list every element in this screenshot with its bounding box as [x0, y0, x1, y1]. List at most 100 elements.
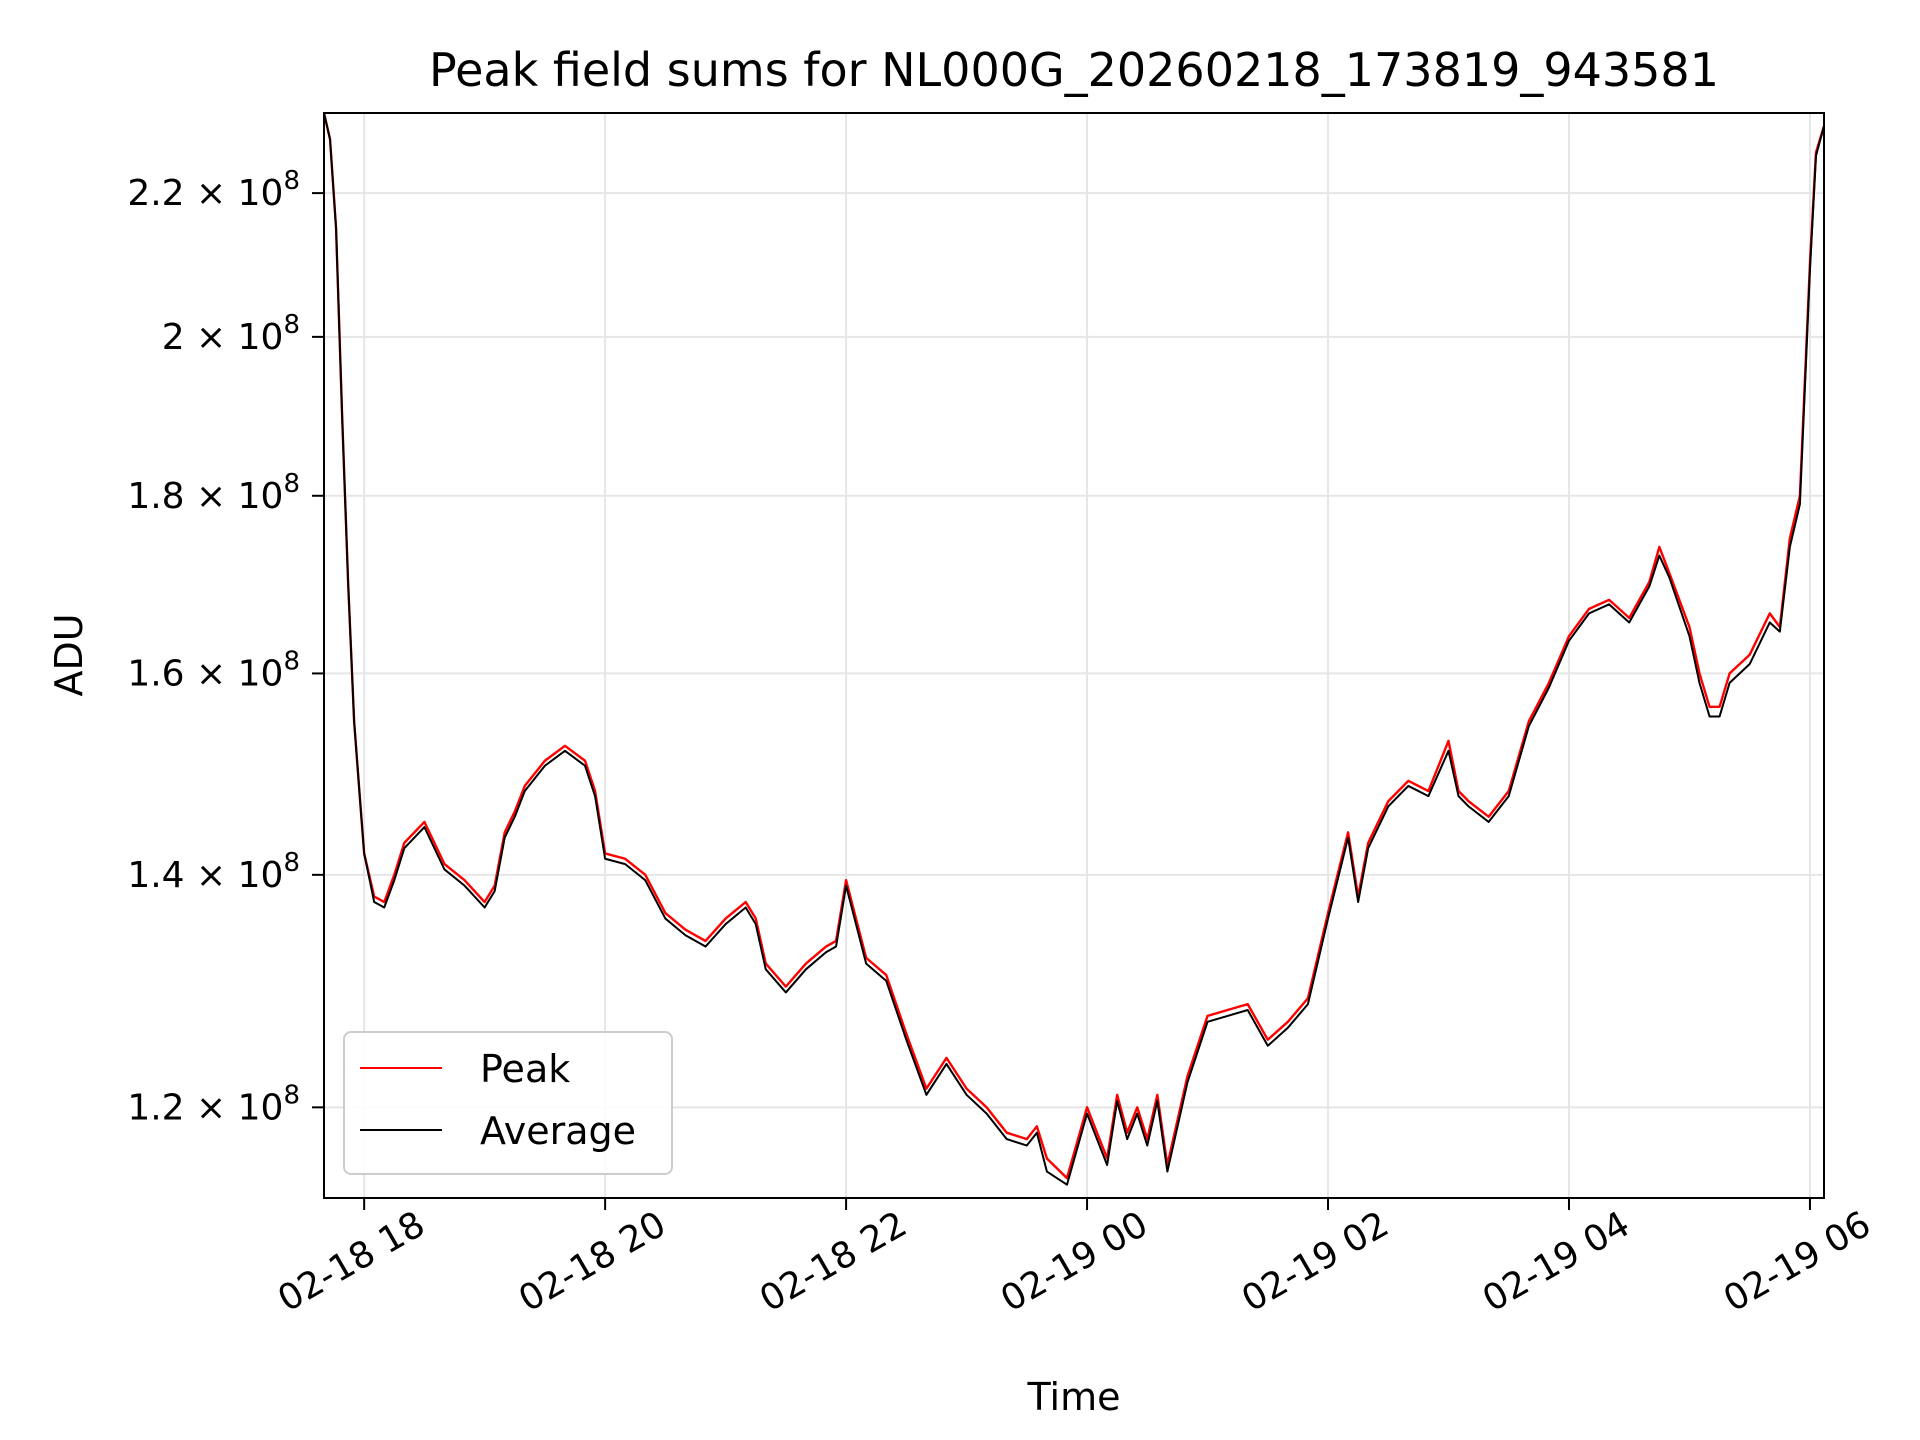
data-point-average — [1768, 621, 1771, 624]
data-point-peak — [1226, 1009, 1229, 1011]
data-point-peak — [664, 912, 667, 914]
data-point-average — [865, 962, 867, 965]
data-point-average — [373, 901, 376, 903]
data-point-peak — [1528, 720, 1530, 723]
data-point-peak — [1548, 682, 1550, 684]
data-point-peak — [1748, 653, 1751, 656]
y-tick-exponent: 8 — [283, 646, 300, 676]
data-point-average — [664, 917, 667, 920]
data-point-average — [1005, 1138, 1008, 1140]
data-point-average — [1146, 1144, 1149, 1147]
data-point-peak — [1487, 815, 1490, 818]
data-point-peak — [1347, 831, 1349, 834]
data-point-peak — [1046, 1157, 1048, 1160]
data-point-peak — [1156, 1094, 1159, 1096]
data-point-peak — [1387, 800, 1390, 803]
data-point-peak — [1036, 1125, 1038, 1128]
y-tick-times-ten: × 10 — [185, 317, 284, 358]
data-point-average — [1588, 612, 1590, 615]
data-point-peak — [925, 1087, 928, 1090]
y-tick-label: 2 × 108 — [162, 310, 300, 358]
data-point-average — [764, 968, 767, 971]
data-point-peak — [524, 785, 526, 787]
data-point-average — [483, 906, 486, 909]
legend: Peak Average — [343, 1031, 673, 1175]
y-tick-times-ten: × 10 — [185, 1087, 284, 1128]
data-point-peak — [544, 759, 546, 762]
y-tick-mantissa: 2.2 — [127, 173, 184, 214]
data-point-average — [1327, 917, 1329, 920]
data-point-average — [359, 800, 361, 803]
data-point-average — [805, 968, 807, 971]
data-point-average — [1728, 682, 1731, 684]
data-point-average — [383, 906, 386, 909]
data-point-peak — [1246, 1003, 1249, 1005]
data-point-average — [1086, 1112, 1088, 1115]
data-point-peak — [463, 879, 466, 882]
legend-label-average: Average — [480, 1109, 636, 1153]
data-point-average — [1166, 1170, 1169, 1173]
y-tick-mantissa: 1.2 — [127, 1087, 184, 1128]
y-tick-exponent: 8 — [283, 310, 300, 340]
y-tick-times-ten: × 10 — [185, 653, 284, 694]
chart-title: Peak field sums for NL000G_20260218_1738… — [429, 43, 1719, 97]
data-point-average — [754, 923, 757, 925]
data-point-average — [544, 764, 546, 767]
data-point-average — [363, 852, 365, 855]
data-point-average — [965, 1094, 968, 1096]
data-point-peak — [1206, 1015, 1209, 1017]
data-point-average — [1347, 836, 1349, 839]
data-point-average — [825, 951, 827, 954]
data-point-average — [1668, 576, 1671, 579]
data-point-average — [604, 857, 606, 860]
data-point-average — [1106, 1164, 1108, 1166]
data-point-average — [684, 934, 687, 937]
data-point-peak — [1688, 626, 1691, 628]
data-point-average — [1036, 1131, 1038, 1134]
data-point-average — [1487, 821, 1490, 823]
y-tick-exponent: 8 — [283, 1080, 300, 1110]
y-tick-exponent: 8 — [283, 848, 300, 878]
data-point-average — [403, 847, 406, 849]
data-point-peak — [1568, 635, 1570, 637]
data-point-peak — [744, 901, 747, 903]
data-point-average — [1789, 546, 1791, 548]
data-point-peak — [754, 917, 757, 920]
data-point-peak — [1658, 546, 1661, 548]
y-tick-times-ten: × 10 — [185, 173, 284, 214]
data-point-peak — [1287, 1021, 1289, 1023]
y-tick-exponent: 8 — [283, 166, 300, 196]
data-point-peak — [483, 901, 486, 903]
grid-layer — [324, 113, 1824, 1198]
data-point-peak — [1186, 1075, 1189, 1078]
y-tick-label: 1.8 × 108 — [127, 469, 300, 517]
data-point-peak — [684, 928, 687, 931]
data-point-average — [1779, 630, 1781, 633]
y-tick-mantissa: 1.4 — [127, 855, 184, 896]
y-tick-label: 1.6 × 108 — [127, 646, 300, 694]
data-point-average — [329, 138, 331, 141]
y-tick-mantissa: 1.6 — [127, 653, 184, 694]
data-point-peak — [644, 874, 647, 876]
data-point-average — [503, 836, 506, 839]
data-point-average — [1608, 603, 1610, 606]
data-point-average — [1457, 795, 1460, 797]
data-point-peak — [1588, 608, 1590, 610]
data-point-average — [1357, 901, 1359, 903]
data-point-peak — [965, 1087, 968, 1090]
data-point-average — [1568, 639, 1570, 642]
data-point-average — [1799, 503, 1801, 505]
data-point-peak — [1005, 1131, 1008, 1134]
data-point-average — [1427, 795, 1430, 797]
legend-label-peak: Peak — [480, 1047, 570, 1091]
data-point-average — [1287, 1026, 1289, 1029]
data-point-average — [1467, 805, 1470, 808]
data-point-average — [1548, 686, 1550, 689]
data-point-peak — [885, 974, 888, 976]
data-point-peak — [945, 1057, 948, 1059]
data-point-peak — [1427, 790, 1430, 792]
data-point-average — [1126, 1138, 1129, 1140]
data-point-peak — [403, 842, 406, 844]
data-point-average — [1407, 785, 1410, 787]
